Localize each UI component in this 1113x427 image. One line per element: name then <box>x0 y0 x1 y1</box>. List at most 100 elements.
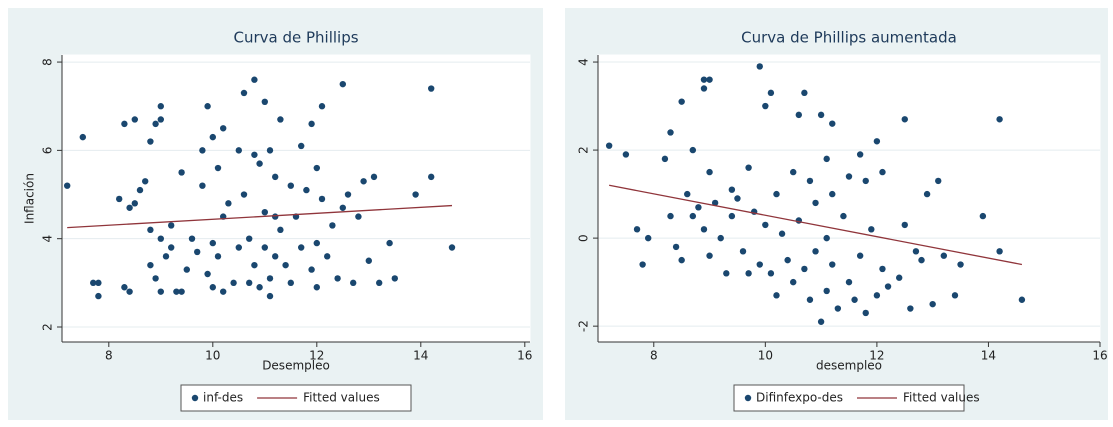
point <box>907 305 914 312</box>
point <box>157 116 164 123</box>
point <box>901 116 908 123</box>
point <box>95 292 102 300</box>
point <box>734 195 741 202</box>
point <box>230 279 237 287</box>
point <box>829 190 836 198</box>
point <box>834 305 842 312</box>
point <box>762 102 769 110</box>
point <box>851 296 858 303</box>
point <box>266 292 274 300</box>
point <box>90 279 97 287</box>
point <box>235 244 242 251</box>
point <box>689 146 697 154</box>
point <box>95 279 102 287</box>
point <box>717 234 724 242</box>
point <box>204 103 211 110</box>
point <box>756 261 763 268</box>
legend-label: Fitted values <box>303 391 380 405</box>
point <box>1018 296 1026 303</box>
point <box>121 284 128 291</box>
point <box>829 120 836 127</box>
point <box>376 279 383 287</box>
x-tick-label: 14 <box>413 349 428 363</box>
point <box>178 169 185 176</box>
point <box>240 89 248 97</box>
point <box>412 191 419 198</box>
point <box>801 265 808 273</box>
point <box>162 253 170 260</box>
point <box>152 120 159 128</box>
point <box>214 164 222 172</box>
point <box>823 155 830 163</box>
point <box>767 89 775 97</box>
point <box>622 151 630 158</box>
point <box>188 235 196 242</box>
legend-marker <box>191 394 199 402</box>
point <box>778 230 786 237</box>
point <box>672 243 680 251</box>
point <box>695 204 702 211</box>
point <box>862 309 869 317</box>
x-tick-label: 8 <box>105 349 113 363</box>
point <box>918 256 925 264</box>
point <box>728 212 736 220</box>
point <box>957 261 964 268</box>
chart-title: Curva de Phillips <box>233 29 358 47</box>
point <box>812 199 819 207</box>
point <box>428 85 435 92</box>
point <box>661 155 669 163</box>
point <box>277 226 284 234</box>
point <box>339 80 346 88</box>
point <box>428 173 435 181</box>
x-tick-label: 8 <box>650 349 658 363</box>
x-tick-label: 14 <box>981 349 996 363</box>
point <box>256 284 263 291</box>
point <box>901 221 908 229</box>
point <box>79 133 87 141</box>
point <box>873 292 881 299</box>
y-tick-label: 8 <box>41 58 55 66</box>
legend-box <box>733 384 965 412</box>
point <box>840 212 847 220</box>
x-axis-title: desempleo <box>816 359 882 373</box>
point <box>386 239 393 247</box>
point <box>711 199 719 207</box>
point <box>700 85 708 92</box>
point <box>845 173 853 180</box>
fitted-line <box>67 204 453 229</box>
point <box>829 261 836 268</box>
point <box>845 278 853 286</box>
point <box>287 182 294 189</box>
point <box>209 239 216 247</box>
point <box>235 147 242 154</box>
point <box>147 226 154 234</box>
point <box>282 261 289 269</box>
point <box>667 129 674 136</box>
point <box>879 168 886 176</box>
point <box>923 190 931 198</box>
point <box>795 111 802 119</box>
point <box>873 138 881 145</box>
point <box>739 248 747 255</box>
point <box>272 173 279 181</box>
point <box>448 244 456 251</box>
y-axis-title: Inflación <box>23 173 37 224</box>
point <box>344 191 352 198</box>
point <box>756 63 763 70</box>
point <box>784 256 791 264</box>
point <box>173 288 180 295</box>
point <box>251 76 258 83</box>
point <box>63 182 71 189</box>
chart-title: Curva de Phillips aumentada <box>741 29 957 47</box>
point <box>121 120 128 128</box>
point <box>723 270 730 277</box>
point <box>817 111 825 119</box>
point <box>256 160 263 167</box>
point <box>951 292 959 299</box>
point <box>126 288 133 295</box>
y-tick-label: 0 <box>577 234 591 242</box>
point <box>308 266 315 273</box>
point <box>856 252 864 259</box>
point <box>812 248 819 255</box>
point <box>220 125 227 132</box>
